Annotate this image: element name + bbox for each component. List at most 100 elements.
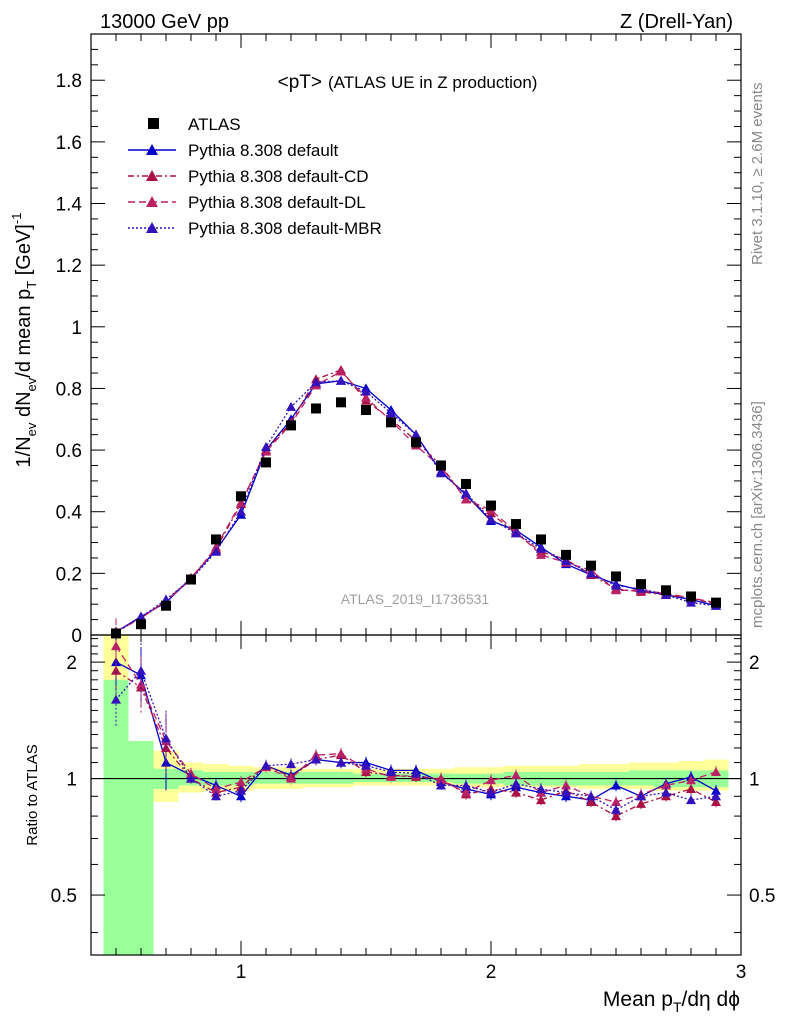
series-marker-pythia-8-308-default-mbr: [236, 506, 246, 516]
ratio-marker-pythia-8-308-default-dl: [561, 780, 571, 790]
legend-marker: [146, 170, 158, 181]
series-marker-pythia-8-308-default-mbr: [686, 597, 696, 607]
chart-title-sub: (ATLAS UE in Z production): [328, 73, 537, 92]
y-tick-label: 0.8: [56, 379, 82, 400]
ratio-marker-pythia-8-308-default-mbr: [161, 733, 171, 743]
y-tick-label: 1: [71, 318, 82, 339]
ratio-marker-pythia-8-308-default-mbr: [211, 791, 221, 801]
ratio-marker-pythia-8-308-default-cd: [536, 795, 546, 805]
series-marker-pythia-8-308-default-mbr: [286, 401, 296, 411]
analysis-watermark: ATLAS_2019_I1736531: [341, 591, 490, 607]
ratio-tick-label: 1: [66, 770, 77, 791]
atlas-data-point: [161, 600, 171, 611]
legend: ATLAS Pythia 8.308 default Pythia 8.308 de…: [128, 115, 382, 238]
atlas-data-point: [636, 579, 646, 590]
mcplots-source-label: mcplots.cern.ch [arXiv:1306.3436]: [749, 401, 766, 628]
series-marker-pythia-8-308-default-mbr: [536, 543, 546, 553]
legend-marker-atlas: [148, 118, 159, 129]
ratio-marker-pythia-8-308-default-mbr: [661, 787, 671, 797]
ratio-tick-label-right: 1: [749, 770, 760, 791]
x-tick-label: 2: [486, 962, 497, 983]
ratio-marker-pythia-8-308-default-cd: [586, 796, 596, 806]
atlas-data-point: [236, 491, 246, 502]
ratio-marker-pythia-8-308-default-dl: [511, 770, 521, 780]
series-marker-pythia-8-308-default-mbr: [361, 386, 371, 396]
ratio-marker-pythia-8-308-default-dl: [336, 748, 346, 758]
ratio-marker-pythia-8-308-default-cd: [636, 798, 646, 808]
ratio-marker-pythia-8-308-default-dl: [111, 641, 121, 651]
ratio-marker-pythia-8-308-default-mbr: [636, 791, 646, 801]
data-series-layer: [111, 364, 721, 822]
y-tick-label: 1.6: [56, 133, 82, 154]
series-marker-pythia-8-308-default-mbr: [386, 408, 396, 418]
ratio-marker-pythia-8-308-default-mbr: [586, 791, 596, 801]
series-marker-pythia-8-308-default-mbr: [311, 377, 321, 387]
ratio-marker-pythia-8-308-default-mbr: [536, 783, 546, 793]
ratio-marker-pythia-8-308-default-mbr: [436, 780, 446, 790]
legend-marker: [146, 144, 158, 155]
header-right: Z (Drell-Yan): [620, 11, 733, 33]
svg-text:Mean pT/dη dϕ: Mean pT/dη dϕ: [603, 988, 740, 1015]
y-tick-label: 1.2: [56, 256, 82, 277]
ratio-marker-pythia-8-308-default-mbr: [361, 760, 371, 770]
atlas-data-point: [186, 574, 196, 585]
ratio-y-axis-label: Ratio to ATLAS: [24, 744, 41, 845]
legend-label: Pythia 8.308 default-CD: [188, 167, 369, 186]
legend-label: Pythia 8.308 default: [188, 141, 339, 160]
chart-title-main: <pT>: [278, 72, 322, 93]
ratio-marker-pythia-8-308-default-cd: [111, 665, 121, 675]
rivet-version-label: Rivet 3.1.10, ≥ 2.6M events: [749, 83, 766, 266]
y-tick-label: 0: [71, 626, 82, 647]
ratio-marker-pythia-8-308-default-dl: [386, 771, 396, 781]
ratio-marker-pythia-8-308-default-mbr: [186, 773, 196, 783]
series-marker-pythia-8-308-default-mbr: [436, 468, 446, 478]
atlas-data-point: [111, 628, 121, 639]
atlas-data-point: [286, 420, 296, 431]
y-tick-label: 1.8: [56, 71, 82, 92]
svg-text:1/Nev dNev/d mean pT [GeV]-1: 1/Nev dNev/d mean pT [GeV]-1: [9, 213, 39, 468]
atlas-data-point: [436, 460, 446, 471]
ratio-line-pythia-8-308-default-cd: [115, 670, 717, 817]
atlas-data-point: [211, 534, 221, 545]
ratio-marker-pythia-8-308-default: [236, 791, 246, 801]
ratio-marker-pythia-8-308-default-dl: [286, 773, 296, 783]
series-marker-pythia-8-308-default-mbr: [211, 546, 221, 556]
ratio-tick-label: 2: [66, 653, 77, 674]
band-green-bin: [628, 770, 654, 786]
y-tick-label: 0.6: [56, 441, 82, 462]
x-axis-label: Mean pT/dη dϕ: [603, 988, 740, 1015]
series-marker-pythia-8-308-default-dl: [461, 494, 471, 504]
series-marker-pythia-8-308-default-mbr: [561, 556, 571, 566]
ratio-marker-pythia-8-308-default: [711, 785, 721, 795]
atlas-data-point: [386, 417, 396, 428]
atlas-data-point: [261, 457, 271, 468]
atlas-data-point: [561, 549, 571, 560]
series-marker-pythia-8-308-default-mbr: [586, 568, 596, 578]
atlas-data-point: [311, 403, 321, 414]
atlas-data-point: [511, 519, 521, 530]
ratio-marker-pythia-8-308-default-dl: [211, 783, 221, 793]
ratio-marker-pythia-8-308-default-cd: [711, 796, 721, 806]
legend-label: Pythia 8.308 default-MBR: [188, 219, 382, 238]
atlas-data-point: [661, 585, 671, 596]
atlas-data-point: [336, 397, 346, 408]
series-marker-pythia-8-308-default-mbr: [461, 488, 471, 498]
series-marker-pythia-8-308-default-mbr: [511, 528, 521, 538]
ratio-marker-pythia-8-308-default-mbr: [511, 778, 521, 788]
ratio-marker-pythia-8-308-default-dl: [611, 796, 621, 806]
ratio-marker-pythia-8-308-default-dl: [486, 775, 496, 785]
band-green-bin: [253, 771, 279, 784]
ratio-marker-pythia-8-308-default-mbr: [611, 804, 621, 814]
series-marker-pythia-8-308-default-mbr: [486, 514, 496, 524]
atlas-data-point: [611, 571, 621, 582]
atlas-data-point: [461, 478, 471, 489]
series-marker-pythia-8-308-default-mbr: [411, 429, 421, 439]
series-marker-pythia-8-308-default-mbr: [261, 441, 271, 451]
atlas-data-point: [486, 500, 496, 511]
legend-label: ATLAS: [188, 115, 241, 134]
atlas-data-point: [686, 591, 696, 602]
y-tick-label: 0.4: [56, 503, 83, 524]
ratio-marker-pythia-8-308-default-dl: [661, 780, 671, 790]
ratio-uncertainty-bands: [103, 635, 729, 955]
